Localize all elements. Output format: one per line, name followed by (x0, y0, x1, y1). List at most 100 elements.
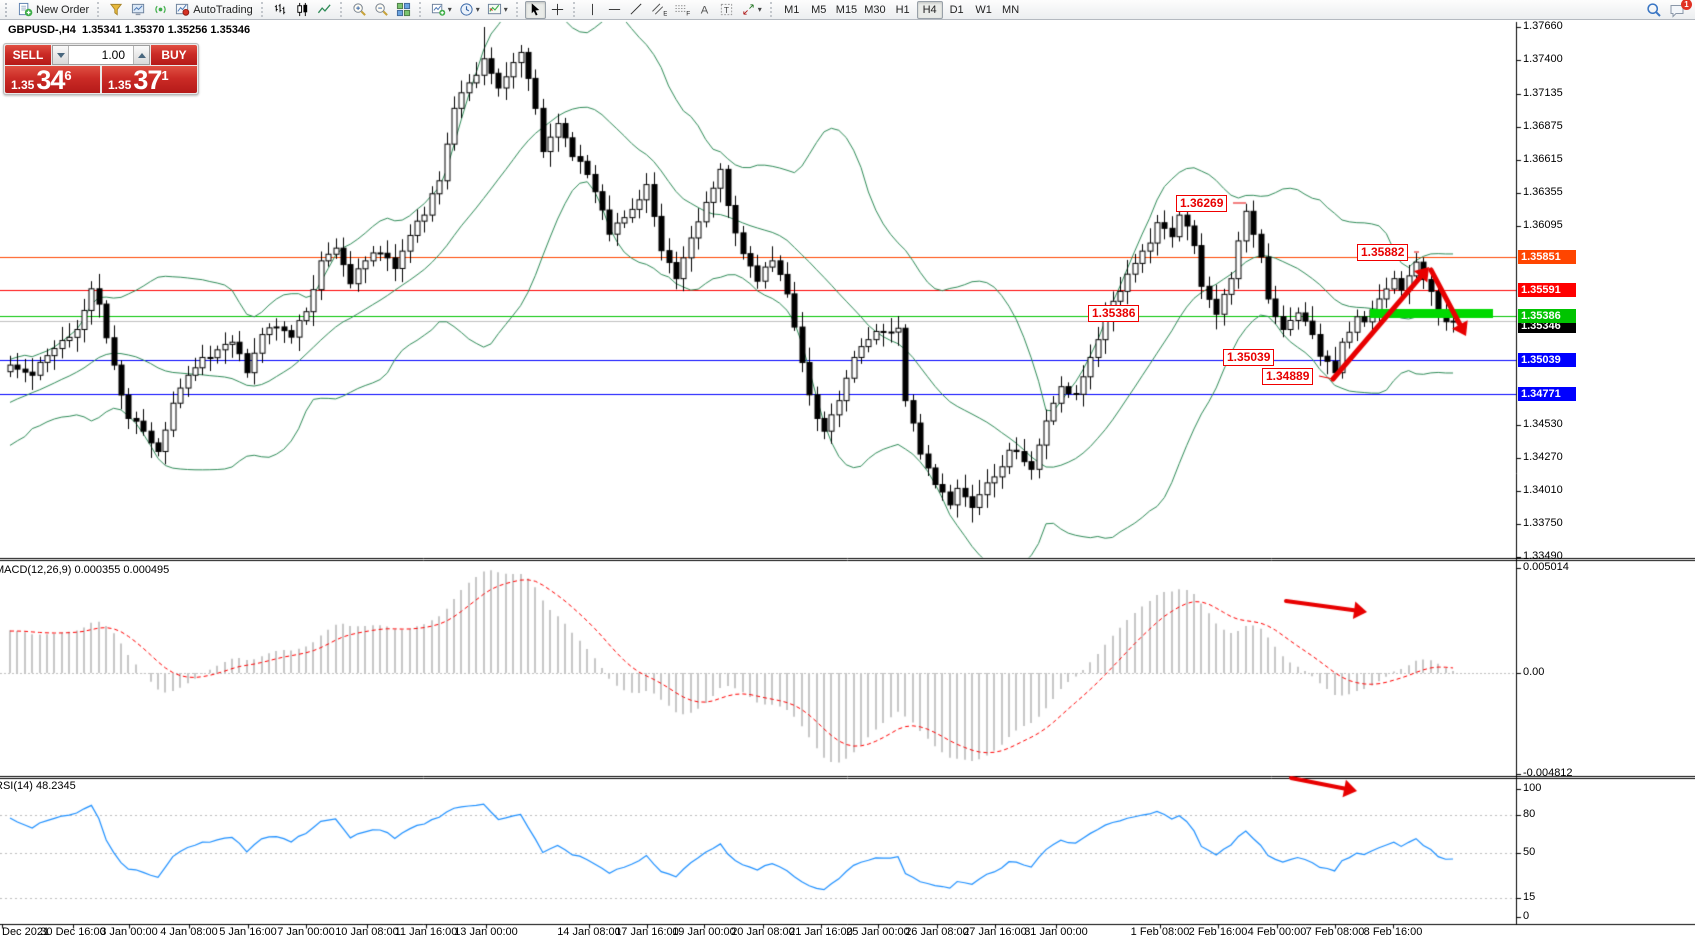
price-axis-label: 1.34530 (1523, 417, 1563, 430)
buy-price-button[interactable]: 1.35 37 1 (102, 66, 197, 94)
rsi-axis-label: 50 (1523, 846, 1536, 858)
timeframe-button-H1[interactable]: H1 (890, 1, 916, 19)
zoom-out-button[interactable] (371, 1, 392, 19)
chart-canvas[interactable] (0, 21, 1695, 940)
time-axis-label: 5 Jan 16:00 (219, 926, 277, 938)
level-price-tag: 1.35851 (1518, 249, 1576, 264)
time-axis-label: 19 Jan 00:00 (672, 926, 736, 938)
toolbar-separator (515, 2, 520, 17)
volume-increase-button[interactable] (133, 46, 149, 64)
search-icon (1647, 2, 1661, 17)
toolbar-separator (769, 2, 774, 17)
level-price-tag: 1.35039 (1518, 353, 1576, 368)
zoom-in-button[interactable] (349, 1, 370, 19)
time-axis-label: 4 Jan 08:00 (160, 926, 218, 938)
tile-windows-button[interactable] (393, 1, 414, 19)
svg-text:F: F (686, 11, 690, 17)
price-annotation[interactable]: 1.36269 (1176, 195, 1228, 212)
time-axis-label: 21 Jan 16:00 (789, 926, 853, 938)
zoom-in-icon (353, 3, 366, 16)
time-axis-label: 26 Jan 08:00 (905, 926, 969, 938)
toolbar-separator (572, 2, 577, 17)
bar-chart-button[interactable] (270, 1, 291, 19)
volume-input[interactable]: 1.00 (101, 48, 125, 62)
macd-axis-label: -0.004812 (1523, 766, 1573, 779)
time-axis-label: 14 Jan 08:00 (557, 926, 621, 938)
fibonacci-tool-button[interactable]: F (671, 1, 693, 19)
timeframe-button-M1[interactable]: M1 (779, 1, 805, 19)
timeframe-button-M15[interactable]: M15 (833, 1, 860, 19)
price-axis-label: 1.34010 (1523, 483, 1563, 496)
candlestick-chart-button[interactable] (292, 1, 313, 19)
timeframe-button-W1[interactable]: W1 (971, 1, 997, 19)
sell-price-button[interactable]: 1.35 34 6 (5, 66, 100, 94)
timeframe-button-M5[interactable]: M5 (806, 1, 832, 19)
vertical-line-tool-button[interactable] (582, 1, 603, 19)
toolbar-separator (97, 2, 101, 17)
publish-chart-button[interactable] (128, 1, 149, 19)
price-annotation[interactable]: 1.34889 (1262, 368, 1314, 385)
arrows-tool-button[interactable]: ▾ (738, 1, 765, 19)
new-order-label: New Order (36, 3, 90, 16)
trendline-icon (630, 3, 642, 15)
search-button[interactable] (1643, 1, 1665, 19)
timeframe-button-H4[interactable]: H4 (916, 0, 943, 19)
macd-indicator-label: MACD(12,26,9) 0.000355 0.000495 (0, 564, 170, 576)
timeframe-button-MN[interactable]: MN (998, 1, 1024, 19)
crosshair-tool-button[interactable] (547, 1, 568, 19)
buy-button[interactable]: BUY (151, 45, 197, 65)
publish-icon (132, 3, 145, 16)
new-order-icon (18, 2, 33, 17)
trendline-tool-button[interactable] (626, 1, 647, 19)
time-axis-label: 8 Feb 16:00 (1363, 926, 1423, 938)
toolbar-separator (339, 2, 344, 17)
sell-button[interactable]: SELL (5, 45, 51, 65)
template-icon (487, 3, 501, 15)
notification-badge: 1 (1681, 0, 1692, 10)
clock-icon (460, 3, 473, 16)
price-axis-label: 1.36355 (1523, 185, 1563, 198)
autotrading-button[interactable]: AutoTrading (172, 1, 256, 19)
price-axis-label: 1.36615 (1523, 152, 1563, 165)
price-axis-label: 1.37660 (1523, 21, 1563, 32)
crosshair-icon (551, 3, 563, 16)
templates-button[interactable]: ▾ (484, 1, 511, 19)
one-click-trading-panel: SELL 1.00 BUY 1.35 34 6 1.35 37 1 (3, 43, 199, 95)
timeframe-button-D1[interactable]: D1 (944, 1, 970, 19)
vertical-line-icon (591, 3, 593, 16)
label-tool-button[interactable]: T (716, 1, 737, 19)
price-annotation[interactable]: 1.35039 (1223, 349, 1275, 366)
macd-axis-label: 0.005014 (1523, 561, 1569, 573)
periods-button[interactable]: ▾ (456, 1, 483, 19)
symbol-ohlc-label: GBPUSD-,H4 1.35341 1.35370 1.35256 1.353… (8, 24, 251, 36)
triangle-down-icon (56, 52, 65, 58)
line-chart-button[interactable] (314, 1, 335, 19)
rsi-indicator-label: RSI(14) 48.2345 (0, 780, 76, 792)
arrows-icon (743, 4, 754, 15)
price-annotation[interactable]: 1.35882 (1357, 244, 1409, 261)
text-tool-button[interactable]: A (694, 1, 715, 19)
sell-price-prefix: 1.35 (11, 78, 35, 92)
time-axis-label: 25 Jan 00:00 (846, 926, 910, 938)
fibonacci-icon: F (675, 5, 690, 17)
signals-button[interactable] (150, 1, 171, 19)
new-order-button[interactable]: New Order (15, 1, 92, 19)
time-axis-label: 7 Feb 08:00 (1305, 926, 1365, 938)
sell-price-sup: 6 (64, 68, 72, 83)
volume-decrease-button[interactable] (53, 46, 69, 64)
notifications-button[interactable]: 1 (1666, 0, 1692, 19)
price-annotation[interactable]: 1.35386 (1088, 305, 1140, 322)
autotrading-icon (176, 3, 190, 16)
styler-button[interactable] (106, 1, 127, 19)
cursor-tool-button[interactable] (524, 0, 546, 19)
price-axis-label: 1.36875 (1523, 119, 1563, 132)
level-price-tag: 1.34771 (1518, 387, 1576, 402)
timeframe-button-M30[interactable]: M30 (861, 1, 888, 19)
horizontal-line-tool-button[interactable] (604, 1, 625, 19)
zoom-out-icon (375, 3, 388, 16)
time-axis-label: 10 Jan 08:00 (335, 926, 399, 938)
time-axis-label: 27 Jan 16:00 (963, 926, 1027, 938)
equidistant-channel-tool-button[interactable]: E (648, 1, 670, 19)
new-chart-button[interactable]: ▾ (428, 1, 455, 19)
time-axis-label: 17 Jan 16:00 (615, 926, 679, 938)
